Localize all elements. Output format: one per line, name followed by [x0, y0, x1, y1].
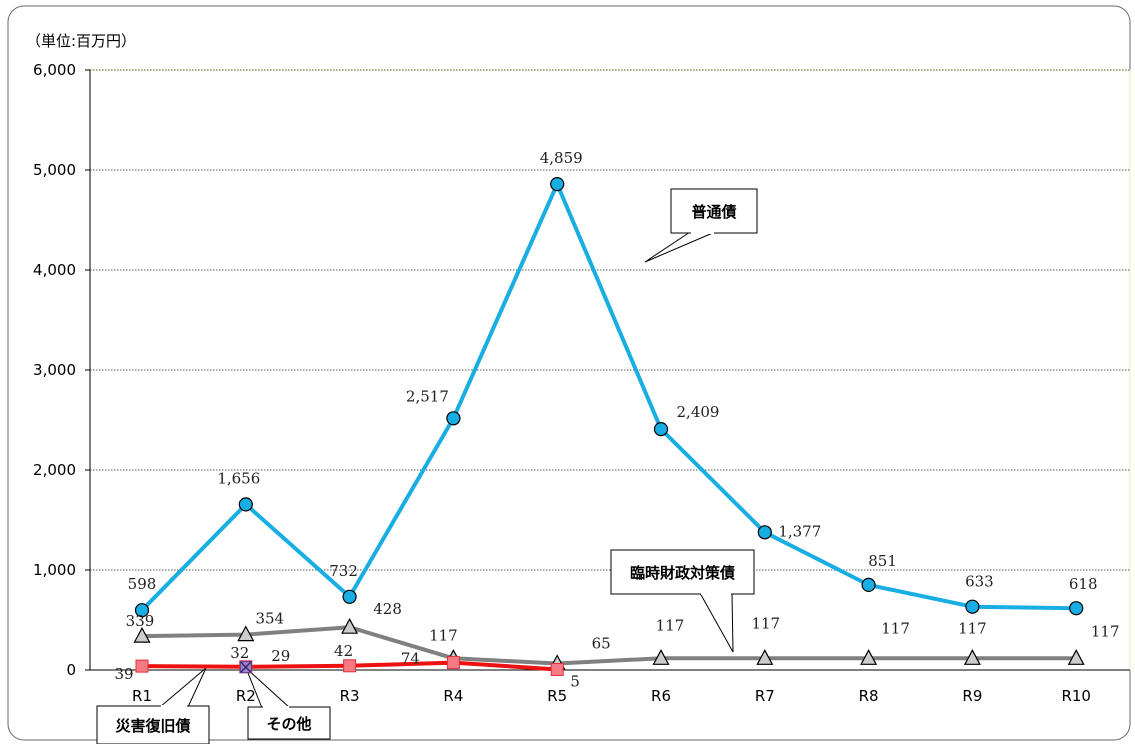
data-point — [861, 577, 876, 593]
y-tick-label: 3,000 — [33, 361, 76, 379]
x-axis: R1 R2 R3 R4 R5 R6 R7 R8 R9 R10 — [90, 669, 1130, 705]
data-label: 1,656 — [217, 469, 260, 487]
callout-box — [670, 188, 758, 234]
data-label: 598 — [128, 575, 157, 593]
x-tick-label: R5 — [547, 687, 567, 705]
data-label: 117 — [656, 616, 685, 634]
callout-label: その他 — [266, 715, 311, 733]
data-label: 65 — [592, 635, 611, 653]
data-point — [135, 659, 149, 673]
data-point — [342, 589, 357, 604]
data-label: 117 — [751, 614, 780, 632]
data-point — [133, 626, 151, 643]
data-label: 117 — [1091, 622, 1120, 640]
data-label: 4,859 — [540, 149, 583, 167]
callout-box — [610, 549, 755, 595]
x-tick-label: R4 — [443, 687, 463, 705]
callout-box — [96, 705, 210, 745]
data-point — [550, 177, 565, 192]
data-label: 42 — [334, 642, 353, 660]
data-label: 428 — [373, 600, 402, 618]
data-point-cross — [240, 661, 252, 673]
x-tick-label: R3 — [340, 687, 360, 705]
data-label: 1,377 — [778, 522, 821, 540]
data-point — [550, 663, 564, 676]
data-point — [343, 659, 357, 673]
callout-label: 臨時財政対策債 — [630, 564, 735, 582]
x-tick-label: R9 — [962, 687, 982, 705]
data-point — [756, 649, 774, 665]
data-point — [446, 656, 460, 670]
data-label: 2,517 — [406, 387, 449, 405]
data-point — [963, 649, 981, 665]
data-label: 39 — [114, 665, 133, 683]
callout: 臨時財政対策債 — [610, 549, 755, 653]
data-label: 633 — [965, 573, 994, 591]
data-label: 732 — [329, 562, 358, 580]
y-tick-label: 1,000 — [33, 561, 76, 579]
data-point — [860, 649, 878, 665]
data-labels: 598 1,656 732 2,517 4,859 2,409 1,377 851 633 618… — [114, 149, 1119, 690]
data-label: 618 — [1069, 575, 1098, 593]
y-tick-label: 0 — [66, 661, 76, 679]
y-tick-label: 4,000 — [33, 261, 76, 279]
x-tick-label: R7 — [755, 687, 775, 705]
callout-box — [247, 706, 331, 740]
data-point — [965, 599, 980, 614]
x-tick-label: R1 — [132, 687, 152, 705]
series-line — [141, 625, 1077, 666]
data-point — [238, 497, 253, 512]
data-point — [446, 411, 461, 426]
data-label: 74 — [401, 650, 420, 668]
data-point — [134, 603, 150, 618]
series-x — [239, 661, 252, 674]
data-label: 339 — [126, 612, 155, 630]
series-circle — [134, 177, 1084, 618]
data-point — [341, 617, 359, 634]
unit-label: （単位:百万円） — [26, 32, 136, 50]
data-label: 2,409 — [677, 403, 720, 421]
grid-lines — [90, 69, 1130, 571]
series-group — [133, 177, 1085, 676]
data-point — [1069, 601, 1084, 616]
x-tick-label: R6 — [651, 687, 671, 705]
y-axis: 0 1,000 2,000 3,000 4,000 5,000 6,000 — [33, 61, 91, 679]
y-tick-label: 5,000 — [33, 161, 76, 179]
x-tick-label: R8 — [859, 687, 879, 705]
data-label: 117 — [958, 619, 987, 637]
data-label: 117 — [429, 626, 458, 644]
data-point — [652, 649, 670, 665]
series-line — [140, 182, 1077, 612]
data-label: 32 — [230, 644, 249, 662]
x-tick-label: R10 — [1061, 687, 1091, 705]
y-tick-label: 2,000 — [33, 461, 76, 479]
data-label: 29 — [271, 647, 290, 665]
callout: 普通債 — [644, 188, 758, 263]
callout-label: 災害復旧債 — [115, 717, 190, 735]
callout: 災害復旧債 — [96, 667, 210, 745]
data-label: 5 — [570, 673, 580, 691]
x-tick-label: R2 — [236, 687, 256, 705]
callout: その他 — [245, 667, 331, 740]
data-point — [1067, 649, 1085, 665]
data-point — [237, 625, 255, 642]
data-label: 354 — [255, 610, 284, 628]
data-point — [757, 525, 772, 540]
y-tick-label: 6,000 — [33, 61, 76, 79]
data-label: 117 — [881, 619, 910, 637]
data-label: 851 — [868, 552, 897, 570]
callout-label: 普通債 — [691, 203, 736, 221]
data-point — [653, 422, 669, 437]
